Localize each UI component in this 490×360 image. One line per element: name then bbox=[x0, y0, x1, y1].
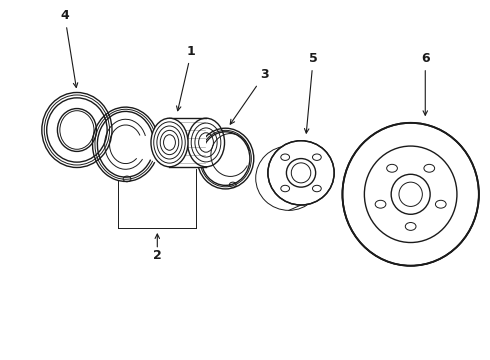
Text: 5: 5 bbox=[304, 52, 318, 133]
Text: 2: 2 bbox=[153, 248, 162, 261]
FancyBboxPatch shape bbox=[170, 118, 206, 167]
Text: 1: 1 bbox=[176, 45, 196, 111]
Ellipse shape bbox=[268, 141, 334, 205]
Ellipse shape bbox=[343, 123, 479, 266]
Text: 3: 3 bbox=[230, 68, 269, 124]
Text: 4: 4 bbox=[60, 9, 78, 87]
Ellipse shape bbox=[151, 118, 188, 167]
Text: 6: 6 bbox=[421, 52, 430, 115]
